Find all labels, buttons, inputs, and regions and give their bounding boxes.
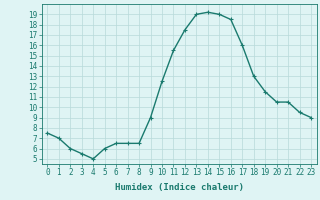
X-axis label: Humidex (Indice chaleur): Humidex (Indice chaleur) [115,183,244,192]
